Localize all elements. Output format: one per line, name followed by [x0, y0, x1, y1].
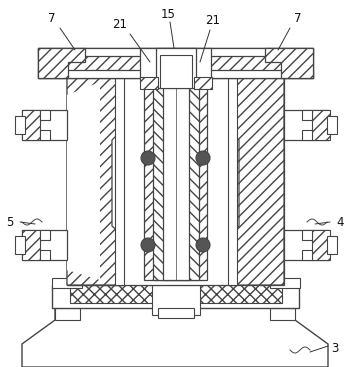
Polygon shape: [40, 110, 50, 120]
Text: 15: 15: [161, 7, 176, 21]
Polygon shape: [40, 250, 50, 260]
Polygon shape: [284, 230, 329, 260]
Polygon shape: [270, 308, 295, 320]
Circle shape: [196, 151, 210, 165]
Polygon shape: [265, 48, 313, 78]
Text: 5: 5: [6, 215, 14, 229]
Polygon shape: [122, 77, 229, 285]
Polygon shape: [22, 230, 40, 260]
Polygon shape: [229, 77, 284, 285]
Polygon shape: [302, 250, 312, 260]
Polygon shape: [67, 77, 122, 285]
Polygon shape: [229, 77, 284, 285]
Polygon shape: [152, 285, 200, 315]
Polygon shape: [40, 130, 50, 140]
Polygon shape: [67, 77, 122, 285]
Polygon shape: [302, 130, 312, 140]
Polygon shape: [228, 77, 237, 285]
Polygon shape: [153, 87, 199, 280]
Circle shape: [141, 238, 155, 252]
Polygon shape: [302, 110, 312, 120]
Text: 7: 7: [294, 11, 302, 25]
Polygon shape: [15, 116, 25, 134]
Polygon shape: [192, 285, 282, 303]
Polygon shape: [270, 278, 300, 288]
Polygon shape: [140, 48, 211, 78]
Polygon shape: [327, 236, 337, 254]
Circle shape: [196, 238, 210, 252]
Polygon shape: [22, 110, 40, 140]
Polygon shape: [302, 230, 312, 240]
Text: 4: 4: [336, 215, 344, 229]
Polygon shape: [327, 116, 337, 134]
Polygon shape: [144, 87, 207, 280]
Polygon shape: [194, 77, 212, 89]
Polygon shape: [52, 285, 299, 308]
Polygon shape: [40, 230, 50, 240]
Polygon shape: [67, 77, 122, 285]
Polygon shape: [140, 77, 158, 89]
Polygon shape: [67, 95, 120, 285]
Text: 21: 21: [206, 14, 221, 26]
Polygon shape: [38, 48, 313, 56]
Text: 7: 7: [48, 11, 56, 25]
Polygon shape: [22, 230, 67, 260]
Polygon shape: [22, 308, 328, 367]
Polygon shape: [38, 70, 313, 78]
Polygon shape: [160, 55, 192, 88]
Polygon shape: [52, 278, 82, 288]
Polygon shape: [115, 77, 124, 285]
Polygon shape: [70, 285, 160, 303]
Text: 21: 21: [112, 18, 127, 30]
Polygon shape: [312, 110, 330, 140]
Polygon shape: [55, 308, 80, 320]
Polygon shape: [158, 308, 194, 318]
Polygon shape: [163, 87, 189, 280]
Polygon shape: [284, 110, 329, 140]
Polygon shape: [22, 110, 67, 140]
Polygon shape: [38, 48, 85, 78]
Circle shape: [141, 151, 155, 165]
Polygon shape: [312, 230, 330, 260]
Polygon shape: [67, 82, 100, 280]
Polygon shape: [156, 48, 196, 88]
Polygon shape: [15, 236, 25, 254]
Text: 3: 3: [331, 342, 339, 355]
Polygon shape: [38, 48, 313, 78]
